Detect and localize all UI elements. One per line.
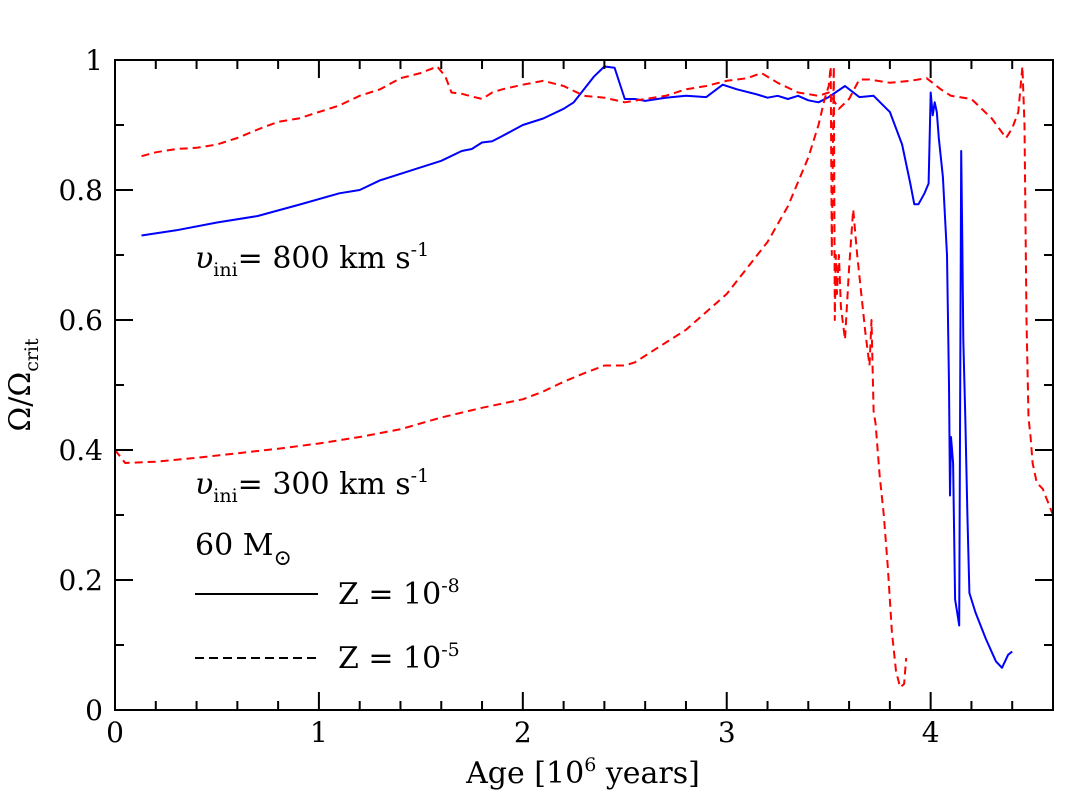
- x-tick-label: 0: [106, 716, 124, 749]
- annotation-v300: υini= 300 km s-1: [195, 465, 429, 507]
- y-tick-label: 0: [85, 694, 103, 727]
- y-tick-label: 0.6: [58, 304, 103, 337]
- annotation-v800: υini= 800 km s-1: [195, 239, 429, 281]
- y-tick-label: 0.4: [58, 434, 103, 467]
- y-tick-label: 0.8: [58, 174, 103, 207]
- y-tick-label: 1: [85, 44, 103, 77]
- annotation-mass: 60 M⊙: [195, 528, 292, 571]
- series-line-0: [141, 65, 1013, 669]
- y-tick-label: 0.2: [58, 564, 103, 597]
- ticks-layer: [114, 59, 1054, 711]
- x-axis-title: Age [106 years]: [465, 754, 700, 791]
- plot-frame: [114, 59, 1054, 711]
- legend: Z = 10-8 Z = 10-5: [195, 575, 460, 676]
- x-tick-label: 3: [718, 716, 736, 749]
- legend-label-dashed: Z = 10-5: [338, 639, 460, 676]
- y-axis-title: Ω/Ωcrit: [3, 338, 43, 432]
- legend-label-solid: Z = 10-8: [338, 575, 460, 612]
- x-tick-label: 1: [310, 716, 328, 749]
- x-tick-label: 2: [514, 716, 532, 749]
- series-line-1: [141, 65, 1054, 516]
- series-line-2: [114, 65, 908, 689]
- x-tick-label: 4: [922, 716, 940, 749]
- series-layer: [114, 65, 1054, 689]
- tick-labels-layer: 0 1 2 3 4 0 0.2 0.4 0.6 0.8 1: [58, 44, 939, 749]
